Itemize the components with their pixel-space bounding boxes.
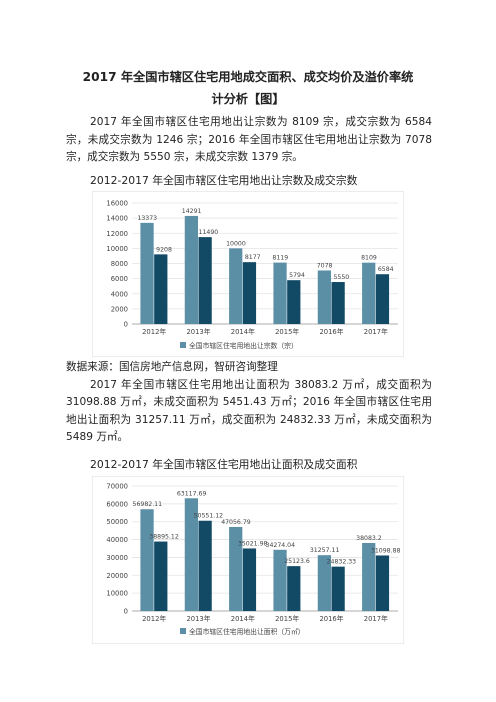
x-tick-label: 2012年 [142, 327, 166, 336]
bar-series-2 [287, 280, 301, 324]
bar-series-1 [362, 262, 376, 324]
paragraph-source-and-area: 数据来源：国信房地产信息网，智研咨询整理 2017 年全国市辖区住宅用地出让面积… [66, 359, 432, 447]
bar-series-1 [229, 248, 243, 324]
y-tick-label: 16000 [106, 200, 128, 208]
data-label: 5794 [289, 272, 305, 279]
data-label: 9208 [156, 246, 172, 253]
y-tick-label: 10000 [106, 590, 128, 598]
title-line-1: 2017 年全国市辖区住宅用地成交面积、成交均价及溢价率统 [82, 70, 414, 84]
data-label: 31257.11 [310, 547, 340, 554]
x-tick-label: 2012年 [142, 614, 166, 623]
data-label: 50551.12 [194, 513, 224, 520]
bar-series-1 [140, 509, 154, 611]
data-label: 8177 [245, 254, 261, 261]
bar-series-1 [184, 215, 198, 324]
chart-caption-counts: 2012-2017 年全国市辖区住宅用地出让宗数及成交宗数 [90, 174, 358, 187]
document-title: 2017 年全国市辖区住宅用地成交面积、成交均价及溢价率统 计分析【图】 [40, 66, 456, 110]
data-label: 38083.2 [356, 535, 382, 542]
data-label: 63117.69 [177, 490, 207, 497]
legend-label: 全国市辖区住宅用地出让面积（万㎡） [189, 627, 305, 636]
bar-series-1 [273, 549, 287, 611]
y-tick-label: 30000 [106, 554, 128, 562]
x-tick-label: 2013年 [186, 614, 210, 623]
bar-series-2 [287, 566, 301, 611]
x-tick-label: 2013年 [186, 327, 210, 336]
data-label: 11490 [199, 229, 219, 236]
bar-series-1 [317, 555, 331, 611]
x-tick-label: 2017年 [364, 614, 388, 623]
legend-label: 全国市辖区住宅用地出让宗数（宗） [189, 341, 298, 350]
data-label: 34274.04 [266, 542, 296, 549]
bar-series-2 [242, 262, 257, 324]
source-note: 数据来源：国信房地产信息网，智研咨询整理 [66, 361, 278, 373]
bar-series-2 [198, 237, 212, 324]
bar-series-2 [375, 274, 390, 324]
y-tick-label: 40000 [106, 536, 128, 544]
data-label: 10000 [226, 240, 246, 247]
data-label: 56982.11 [133, 501, 163, 508]
x-tick-label: 2016年 [319, 327, 343, 336]
data-label: 47056.79 [221, 519, 251, 526]
bar-series-2 [198, 520, 212, 611]
x-tick-label: 2017年 [364, 327, 388, 336]
y-tick-label: 0 [124, 608, 128, 616]
y-tick-label: 70000 [106, 483, 128, 491]
paragraph-land-counts-text: 2017 年全国市辖区住宅用地出让宗数为 8109 宗，成交宗数为 6584 宗… [66, 116, 432, 164]
bar-series-1 [140, 222, 154, 324]
bar-series-1 [317, 270, 331, 324]
data-label: 25123.6 [284, 558, 310, 565]
bar-series-2 [375, 555, 390, 611]
bar-series-1 [184, 498, 198, 611]
legend-swatch [180, 628, 186, 634]
chart-caption-area: 2012-2017 年全国市辖区住宅用地出让面积及成交面积 [90, 458, 358, 471]
y-tick-label: 20000 [106, 572, 128, 580]
bar-series-2 [154, 541, 168, 611]
x-tick-label: 2016年 [319, 614, 343, 623]
bar-series-2 [331, 566, 345, 611]
paragraph-land-counts: 2017 年全国市辖区住宅用地出让宗数为 8109 宗，成交宗数为 6584 宗… [66, 114, 432, 167]
y-tick-label: 0 [124, 321, 128, 329]
data-label: 38895.12 [149, 534, 179, 541]
bar-series-1 [229, 526, 243, 611]
data-label: 24832.33 [327, 559, 357, 566]
data-label: 5550 [333, 274, 349, 281]
data-label: 8119 [272, 255, 288, 262]
chart-counts: 0 2000 4000 6000 8000 10000 12000 14000 16000 133… [92, 191, 404, 357]
y-tick-label: 14000 [106, 215, 128, 223]
data-label: 14291 [182, 208, 202, 215]
data-label: 35021.98 [238, 540, 268, 547]
paragraph-area-text: 2017 年全国市辖区住宅用地出让面积为 38083.2 万㎡，成交面积为 31… [66, 378, 432, 444]
y-tick-label: 50000 [106, 518, 128, 526]
data-label: 6584 [378, 266, 394, 273]
chart-area-svg: 0 10000 20000 30000 40000 50000 60000 70000 5698… [92, 476, 404, 644]
title-line-2: 计分析【图】 [211, 92, 285, 106]
x-tick-label: 2014年 [231, 614, 255, 623]
y-tick-label: 4000 [111, 290, 128, 298]
y-tick-label: 2000 [111, 305, 128, 313]
data-label: 8109 [361, 255, 377, 262]
bar-series-2 [154, 254, 168, 324]
data-label: 7078 [317, 262, 333, 269]
y-tick-label: 8000 [111, 260, 128, 268]
bar-series-1 [362, 542, 376, 611]
data-label: 13373 [137, 215, 157, 222]
bar-series-1 [273, 262, 287, 324]
data-label: 31098.88 [371, 547, 401, 554]
chart-counts-svg: 0 2000 4000 6000 8000 10000 12000 14000 16000 133… [92, 191, 404, 357]
bar-series-2 [242, 548, 257, 611]
y-tick-label: 60000 [106, 500, 128, 508]
y-tick-label: 10000 [106, 245, 128, 253]
x-tick-label: 2015年 [275, 614, 299, 623]
x-tick-label: 2014年 [231, 327, 255, 336]
y-tick-label: 12000 [106, 230, 128, 238]
y-tick-label: 6000 [111, 275, 128, 283]
x-tick-label: 2015年 [275, 327, 299, 336]
bar-series-2 [331, 282, 345, 324]
chart-area: 0 10000 20000 30000 40000 50000 60000 70000 5698… [92, 476, 404, 644]
legend-swatch [180, 342, 186, 348]
